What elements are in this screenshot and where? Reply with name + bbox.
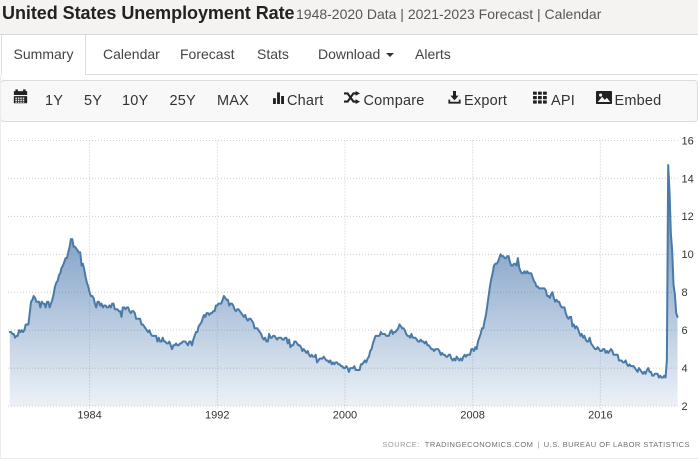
y-axis-label: 8	[682, 287, 688, 299]
source-attribution: U.S. BUREAU OF LABOR STATISTICS	[543, 440, 690, 449]
toolbar-25y-button[interactable]: 25Y	[170, 81, 196, 121]
tab-calendar[interactable]: Calendar	[103, 35, 160, 74]
page-title: United States Unemployment Rate	[2, 3, 295, 23]
unemployment-area-chart[interactable]: 2 4 6 8 10 12 14 16 1984 1992 2000 2008 2016	[0, 122, 698, 460]
card-left-border	[0, 75, 1, 458]
y-axis-label: 4	[682, 363, 688, 375]
toolbar-item-label: API	[551, 93, 575, 110]
tab-label: Alerts	[415, 46, 451, 62]
y-axis-label: 2	[682, 401, 688, 413]
source-tradingeconomics: TRADINGECONOMICS.COM	[424, 440, 534, 449]
tab-label: Calendar	[103, 46, 160, 62]
chart-area[interactable]: 2 4 6 8 10 12 14 16 1984 1992 2000 2008 2016	[0, 122, 698, 460]
tab-summary[interactable]: Summary	[1, 35, 86, 75]
page-header: United States Unemployment Rate 1948-202…	[0, 0, 698, 35]
toolbar-max-button[interactable]: MAX	[217, 81, 249, 121]
toolbar-10y-button[interactable]: 10Y	[122, 81, 148, 121]
toolbar-item-label: MAX	[217, 93, 250, 110]
toolbar-calendar-button[interactable]	[13, 81, 28, 121]
x-axis-label: 1992	[205, 410, 229, 422]
x-axis-label: 1984	[77, 410, 101, 422]
y-axis-label: 6	[682, 325, 688, 337]
y-axis-label: 16	[682, 135, 694, 147]
toolbar-item-label: Embed	[614, 93, 662, 110]
y-axis-label: 14	[682, 173, 694, 185]
toolbar-1y-button[interactable]: 1Y	[45, 81, 63, 121]
chart-source: SOURCE: TRADINGECONOMICS.COM | U.S. BUREAU …	[382, 439, 690, 451]
tab-download[interactable]: Download	[318, 35, 395, 74]
source-prefix: SOURCE:	[382, 440, 420, 449]
tab-bar-underline	[86, 74, 698, 75]
api-icon	[532, 80, 547, 120]
export-icon	[448, 80, 461, 120]
chart-toolbar: 1Y 5Y 10Y 25Y MAX Chart Compare Export API Embed	[0, 80, 698, 122]
toolbar-item-label: 5Y	[84, 93, 103, 110]
unemployment-line	[8, 164, 679, 379]
tab-stats[interactable]: Stats	[257, 35, 289, 74]
toolbar-compare-button[interactable]: Compare	[344, 81, 425, 121]
y-axis-label: 10	[682, 249, 694, 261]
toolbar-5y-button[interactable]: 5Y	[84, 81, 102, 121]
compare-icon	[344, 80, 360, 120]
x-axis-label: 2000	[333, 410, 357, 422]
y-axis-label: 12	[682, 211, 694, 223]
tab-label: Forecast	[180, 46, 235, 62]
tab-bar: Summary Calendar Forecast Stats Download Aler…	[0, 35, 698, 75]
toolbar-item-label: Compare	[363, 93, 425, 110]
toolbar-item-label: 10Y	[122, 93, 149, 110]
toolbar-chart-button[interactable]: Chart	[273, 81, 323, 121]
calendar-icon	[13, 80, 28, 120]
embed-icon	[595, 80, 612, 120]
tab-label: Summary	[13, 46, 74, 62]
card-bottom-border	[0, 458, 698, 459]
toolbar-api-button[interactable]: API	[532, 80, 575, 121]
toolbar-export-button[interactable]: Export	[448, 81, 507, 121]
bar-chart-icon	[273, 80, 284, 120]
unemployment-area-fill	[9, 165, 678, 406]
toolbar-item-label: Chart	[287, 93, 324, 110]
x-axis-label: 2008	[460, 410, 484, 422]
chart-axis-labels: 2 4 6 8 10 12 14 16 1984 1992 2000 2008 2016	[77, 135, 693, 421]
page-subtitle: 1948-2020 Data | 2021-2023 Forecast | Ca…	[296, 6, 602, 22]
source-separator: |	[537, 440, 540, 449]
tab-forecast[interactable]: Forecast	[180, 35, 234, 74]
tab-alerts[interactable]: Alerts	[415, 35, 451, 74]
toolbar-item-label: Export	[464, 93, 508, 110]
tab-label: Download	[318, 46, 381, 62]
chevron-down-icon	[386, 53, 395, 57]
toolbar-item-label: 25Y	[169, 93, 196, 110]
toolbar-embed-button[interactable]: Embed	[595, 80, 662, 121]
tab-label: Stats	[257, 46, 289, 62]
x-axis-label: 2016	[588, 410, 612, 422]
toolbar-item-label: 1Y	[45, 93, 64, 110]
